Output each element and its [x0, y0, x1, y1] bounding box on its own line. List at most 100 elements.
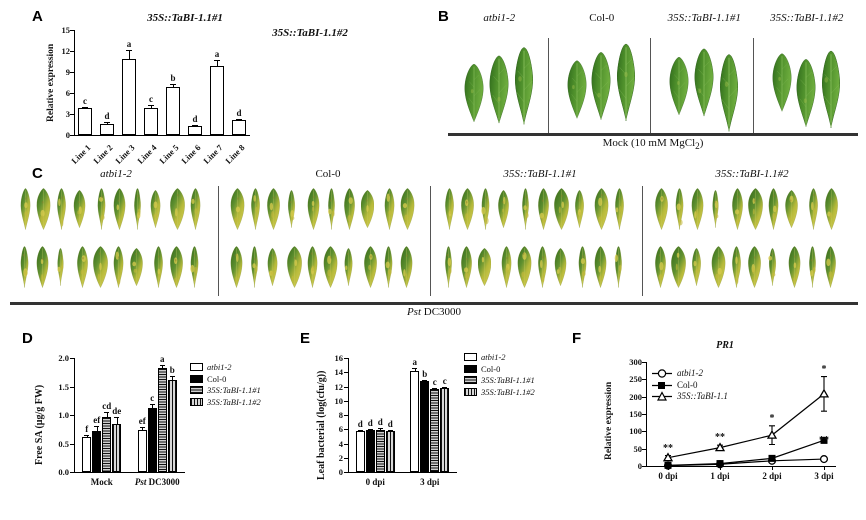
- panel-c-leaf: [266, 188, 281, 230]
- panel-c-leaf: [497, 246, 516, 288]
- panel-f-marker: [820, 436, 828, 444]
- y-tick: [642, 431, 646, 433]
- y-axis: [646, 362, 648, 466]
- panel-c-leaf: [399, 188, 416, 230]
- bar: [78, 108, 92, 135]
- y-tick: [642, 414, 646, 415]
- y-tick: [70, 443, 74, 445]
- error-cap: [104, 411, 110, 413]
- panel-b-leaf: [610, 32, 642, 133]
- panel-c-caption-rest: DC3000: [421, 306, 462, 318]
- bar: [144, 107, 158, 135]
- y-tick-label: 9: [65, 67, 70, 77]
- y-axis: [348, 358, 350, 472]
- panel-c-leaf: [804, 246, 821, 288]
- y-axis: [74, 30, 76, 135]
- x-tick: [772, 466, 773, 470]
- panel-b-leaf: [690, 32, 718, 133]
- panel-c-leaf: [592, 188, 611, 230]
- panel-d-legend-swatch-1: [190, 374, 203, 383]
- x-category-label: Pst DC3000: [134, 477, 180, 487]
- error-bar: [86, 434, 88, 438]
- significance-label: d: [192, 113, 198, 124]
- panel-f-title: PR1: [716, 340, 734, 351]
- x-axis: [74, 472, 185, 474]
- panel-d-legend-swatch-0: [190, 363, 203, 371]
- y-tick: [70, 93, 74, 94]
- error-cap: [236, 118, 242, 120]
- panel-c-leaf: [323, 246, 338, 288]
- panel-c-leaf: [168, 188, 187, 230]
- y-tick: [70, 472, 74, 473]
- panel-c-leaf: [149, 246, 168, 288]
- significance-label: d: [387, 418, 393, 429]
- panel-c-leaf: [247, 188, 264, 230]
- panel-c-leaf: [709, 188, 722, 230]
- y-tick: [70, 72, 74, 73]
- panel-a-group-label-1: 35S::TaBI-1.1#1: [147, 12, 223, 24]
- panel-c-leaf: [187, 188, 204, 230]
- bar: [365, 430, 375, 472]
- panel-c-leaf: [361, 246, 380, 288]
- panel-d-legend-label-2: 35S:TaBI-1.1#1: [207, 385, 261, 395]
- significance-label: a: [412, 356, 418, 367]
- significance-label: b: [169, 365, 175, 376]
- panel-c-leaf: [285, 188, 298, 230]
- x-category-label: 3 dpi: [420, 477, 440, 487]
- panel-f-legend-item-0: atbi1-2: [652, 368, 728, 378]
- panel-c-leaf: [516, 246, 533, 288]
- y-tick-label: 1.5: [58, 381, 69, 392]
- y-tick-label: 150: [629, 409, 642, 419]
- panel-c-leaf: [399, 246, 414, 288]
- panel-b-leaf: [815, 46, 847, 133]
- legend-item-3: 35S:TaBI-1.1#2: [190, 397, 261, 407]
- panel-c-leaf: [573, 246, 592, 288]
- error-cap: [94, 425, 100, 427]
- panel-c-leaf: [73, 246, 92, 288]
- error-cap: [126, 50, 132, 52]
- panel-f-ylabel: Relative expression: [604, 381, 614, 460]
- panel-c-leaf: [380, 246, 397, 288]
- error-bar: [162, 364, 164, 369]
- panel-c-leaf: [535, 246, 550, 288]
- y-tick-label: 1.0: [58, 410, 69, 420]
- panel-c-leaf: [516, 188, 535, 230]
- significance-label: d: [236, 107, 242, 118]
- error-cap: [159, 364, 165, 366]
- y-tick-label: 50: [633, 443, 643, 454]
- panel-b-leaf: [713, 53, 745, 133]
- bar: [100, 123, 114, 135]
- panel-f-legend-item-1: Col-0: [652, 380, 728, 390]
- significance-label: f: [85, 423, 89, 434]
- panel-f-legend-marker-1: [652, 380, 672, 390]
- error-cap: [192, 124, 198, 126]
- bar: [157, 368, 167, 472]
- panel-f-legend: atbi1-2 Col-0 35S::TaBI-1.1: [652, 368, 728, 403]
- panel-c-leaf: [690, 246, 703, 288]
- y-axis: [74, 358, 76, 472]
- panel-f-legend-label-0: atbi1-2: [677, 368, 703, 378]
- y-tick-label: 250: [629, 374, 642, 385]
- panel-c-baseline: [10, 302, 858, 305]
- error-bar: [172, 376, 174, 380]
- panel-c-leaf: [823, 188, 840, 230]
- panel-c-group-label-1: Col-0: [315, 168, 341, 180]
- error-cap: [139, 426, 145, 428]
- error-cap: [377, 428, 383, 430]
- panel-c-leaf: [766, 188, 781, 230]
- panel-d-legend-label-0: atbi1-2: [207, 362, 232, 372]
- panel-f-significance: **: [663, 442, 673, 454]
- panel-f-marker: [766, 429, 778, 439]
- y-tick-label: 16: [334, 353, 344, 363]
- y-tick-label: 0: [338, 467, 343, 477]
- panel-c-leaf: [554, 246, 567, 288]
- error-cap: [412, 367, 418, 369]
- y-tick-label: 200: [629, 391, 642, 402]
- significance-label: c: [442, 375, 447, 386]
- legend-item-2: 35S:TaBI-1.1#1: [464, 375, 535, 385]
- panel-b-group-divider-1: [547, 38, 549, 133]
- error-bar: [96, 425, 98, 431]
- panel-d-legend: atbi1-2 Col-0 35S:TaBI-1.1#1 35S:TaBI-1.1#2: [190, 362, 261, 408]
- significance-label: d: [104, 111, 110, 122]
- panel-f-significance: **: [715, 432, 725, 444]
